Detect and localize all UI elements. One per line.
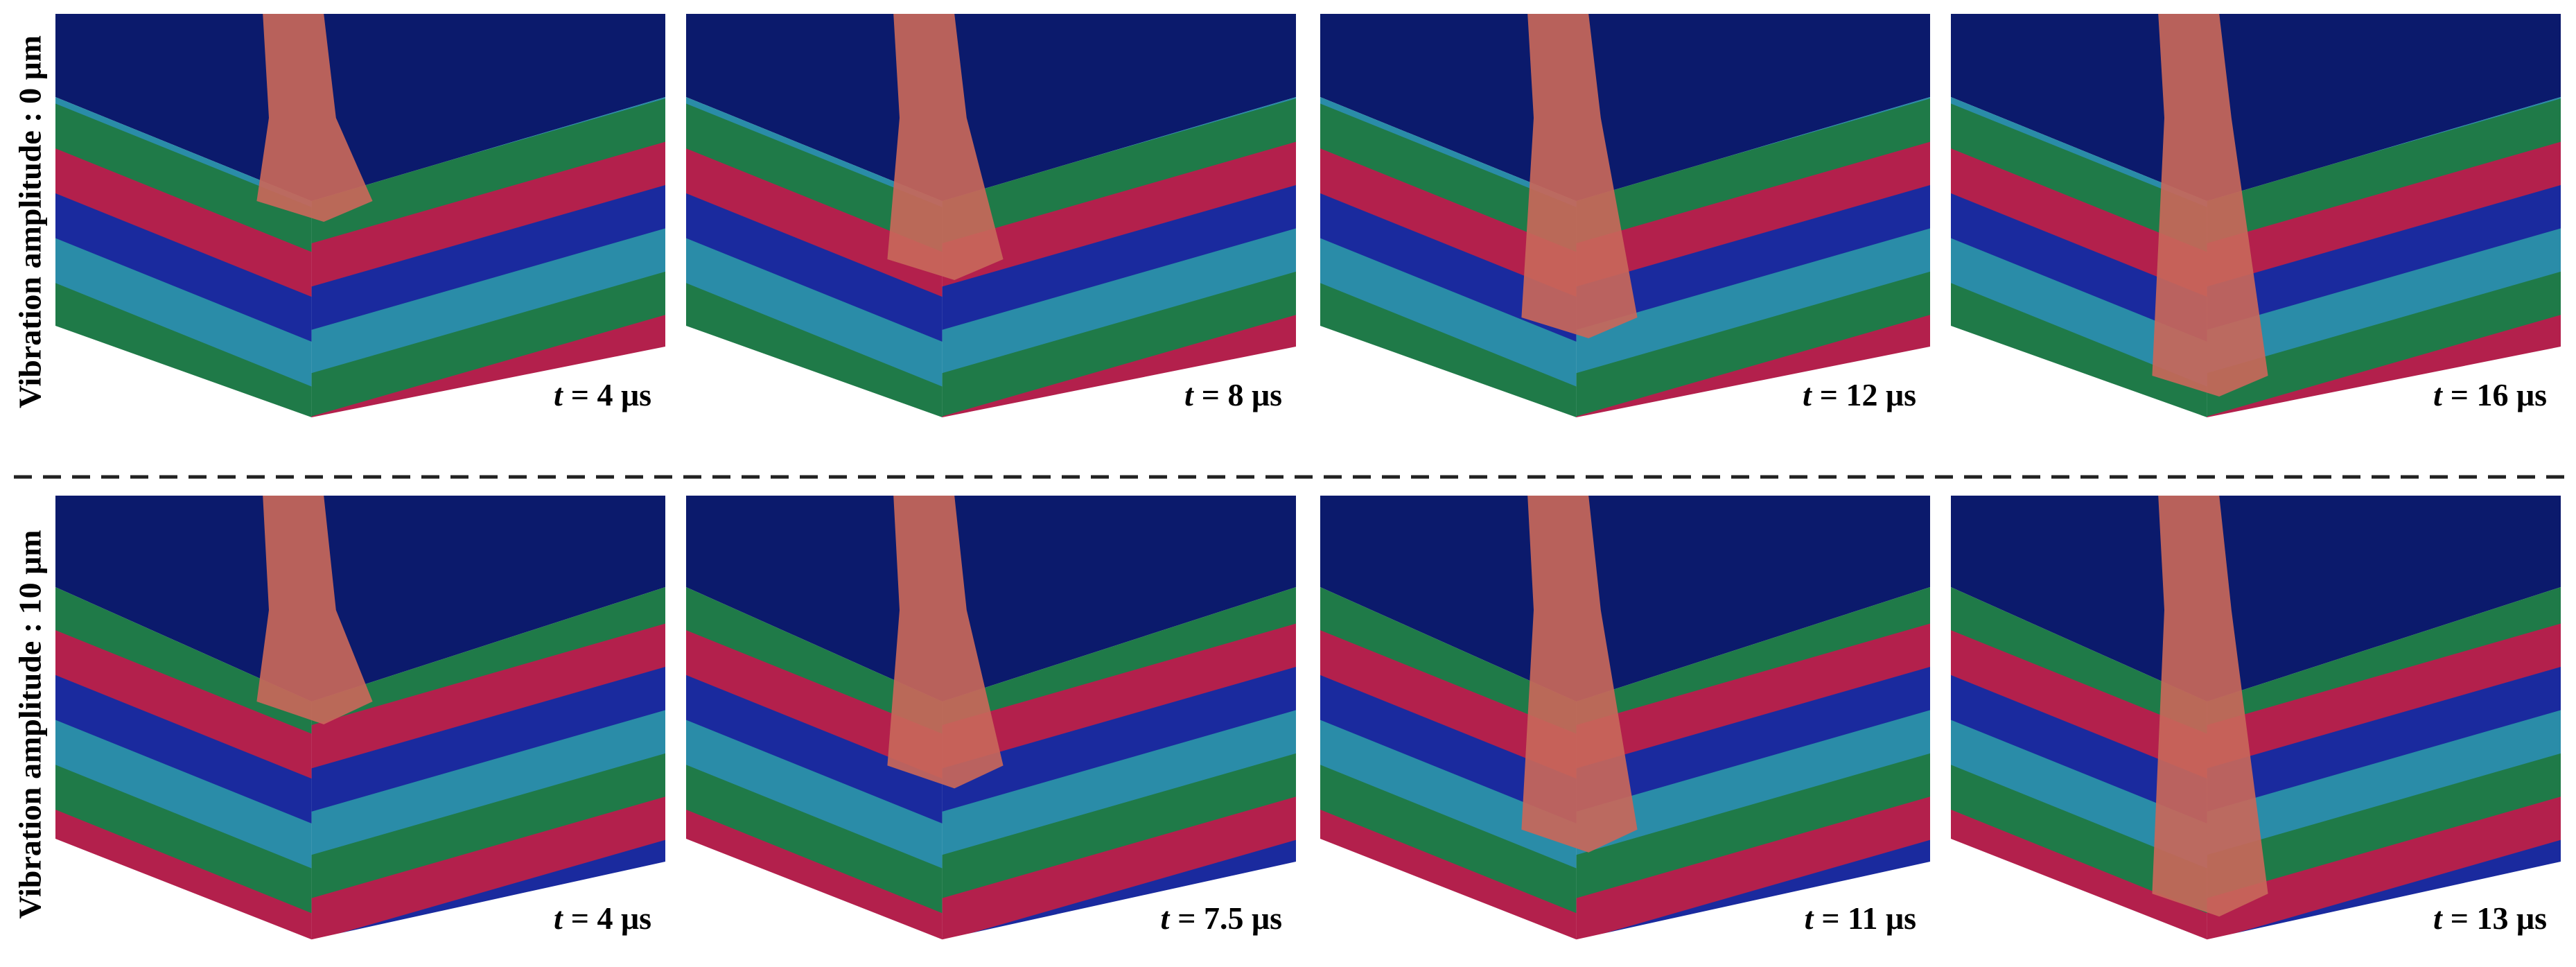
left-face bbox=[686, 587, 943, 940]
top-face bbox=[1320, 496, 1930, 702]
time-value: = 4 μs bbox=[571, 377, 651, 412]
left-face bbox=[55, 97, 312, 417]
right-face bbox=[311, 97, 665, 417]
right-face bbox=[2207, 587, 2561, 940]
time-symbol: t bbox=[1184, 377, 1194, 412]
top-face bbox=[1951, 14, 2561, 201]
panel: t = 4 μs bbox=[55, 496, 665, 940]
time-label: t = 11 μs bbox=[1805, 900, 1916, 936]
jet bbox=[256, 14, 373, 222]
time-symbol: t bbox=[554, 900, 563, 936]
right-face bbox=[1576, 587, 1930, 940]
time-symbol: t bbox=[554, 377, 563, 412]
right-face bbox=[311, 587, 665, 940]
time-symbol: t bbox=[2433, 900, 2443, 936]
left-face bbox=[686, 97, 943, 417]
time-label: t = 8 μs bbox=[1184, 377, 1282, 412]
left-face bbox=[1320, 97, 1577, 417]
jet bbox=[1521, 14, 1638, 338]
time-value: = 4 μs bbox=[571, 900, 651, 936]
panel: t = 4 μs bbox=[55, 14, 665, 417]
row-label: Vibration amplitude : 10 μm bbox=[12, 530, 48, 918]
time-symbol: t bbox=[2433, 377, 2443, 412]
right-face bbox=[1576, 97, 1930, 417]
top-face bbox=[686, 496, 1296, 702]
time-symbol: t bbox=[1803, 377, 1812, 412]
panel: t = 16 μs bbox=[1951, 14, 2561, 417]
time-label: t = 4 μs bbox=[554, 900, 651, 936]
time-value: = 8 μs bbox=[1202, 377, 1282, 412]
panel: t = 13 μs bbox=[1951, 496, 2561, 940]
time-value: = 16 μs bbox=[2451, 377, 2547, 412]
right-face bbox=[942, 587, 1296, 940]
top-face bbox=[1951, 496, 2561, 702]
time-label: t = 7.5 μs bbox=[1161, 900, 1282, 936]
jet bbox=[1521, 496, 1638, 853]
time-label: t = 13 μs bbox=[2433, 900, 2547, 936]
jet bbox=[887, 14, 1004, 280]
left-face bbox=[55, 587, 312, 940]
row-label: Vibration amplitude : 0 μm bbox=[12, 35, 48, 408]
jet bbox=[2152, 14, 2268, 397]
time-symbol: t bbox=[1161, 900, 1171, 936]
panel: t = 11 μs bbox=[1320, 496, 1930, 940]
panel: t = 12 μs bbox=[1320, 14, 1930, 417]
top-face bbox=[1320, 14, 1930, 201]
jet bbox=[887, 496, 1004, 789]
top-face bbox=[55, 14, 665, 201]
time-value: = 12 μs bbox=[1820, 377, 1916, 412]
time-value: = 7.5 μs bbox=[1177, 900, 1282, 936]
top-face bbox=[686, 14, 1296, 201]
time-label: t = 4 μs bbox=[554, 377, 651, 412]
panel: t = 7.5 μs bbox=[686, 496, 1296, 940]
time-label: t = 12 μs bbox=[1803, 377, 1916, 412]
time-value: = 13 μs bbox=[2451, 900, 2547, 936]
left-face bbox=[1320, 587, 1577, 940]
time-symbol: t bbox=[1805, 900, 1814, 936]
jet bbox=[256, 496, 373, 724]
time-label: t = 16 μs bbox=[2433, 377, 2547, 412]
right-face bbox=[942, 97, 1296, 417]
panel: t = 8 μs bbox=[686, 14, 1296, 417]
jet bbox=[2152, 496, 2268, 917]
time-value: = 11 μs bbox=[1821, 900, 1916, 936]
left-face bbox=[1951, 587, 2207, 940]
left-face bbox=[1951, 97, 2207, 417]
top-face bbox=[55, 496, 665, 702]
right-face bbox=[2207, 97, 2561, 417]
